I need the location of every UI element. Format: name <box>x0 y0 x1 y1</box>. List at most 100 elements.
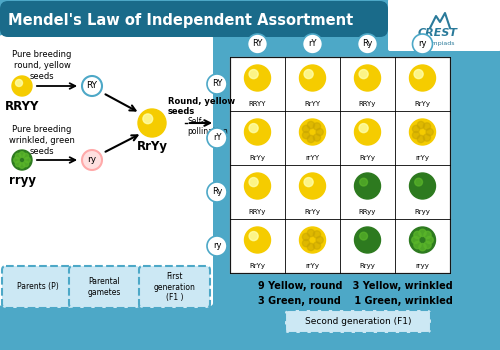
Circle shape <box>308 135 314 142</box>
Text: Parents (P): Parents (P) <box>16 282 58 292</box>
Circle shape <box>354 173 380 199</box>
Text: RrYy: RrYy <box>250 155 266 161</box>
Circle shape <box>244 227 270 253</box>
Circle shape <box>354 119 380 145</box>
Circle shape <box>412 236 419 244</box>
Circle shape <box>19 152 25 157</box>
Circle shape <box>302 125 310 133</box>
Circle shape <box>414 178 422 186</box>
Text: 9 Yellow, round   3 Yellow, wrinkled: 9 Yellow, round 3 Yellow, wrinkled <box>258 281 452 291</box>
Text: rryy: rryy <box>8 174 36 187</box>
Text: Pure breeding
wrinkled, green
seeds: Pure breeding wrinkled, green seeds <box>9 125 75 156</box>
Text: Rryy: Rryy <box>360 263 376 269</box>
Circle shape <box>424 231 431 239</box>
Circle shape <box>304 177 313 187</box>
FancyBboxPatch shape <box>69 266 140 308</box>
FancyBboxPatch shape <box>285 310 431 333</box>
Text: RRYy: RRYy <box>359 101 376 107</box>
Text: rrYY: rrYY <box>306 155 320 161</box>
Circle shape <box>16 79 22 86</box>
Circle shape <box>248 34 268 54</box>
Text: Second generation (F1): Second generation (F1) <box>305 317 411 326</box>
Text: ry: ry <box>213 241 221 251</box>
Circle shape <box>249 70 258 79</box>
Circle shape <box>410 173 436 199</box>
FancyBboxPatch shape <box>388 0 500 51</box>
Circle shape <box>12 76 32 96</box>
Circle shape <box>143 114 152 124</box>
Text: rY: rY <box>213 133 221 142</box>
Circle shape <box>414 241 421 249</box>
Circle shape <box>414 231 421 239</box>
Text: Ry: Ry <box>212 188 222 196</box>
Circle shape <box>426 236 434 244</box>
Text: RRYY: RRYY <box>249 101 266 107</box>
Circle shape <box>244 65 270 91</box>
Circle shape <box>23 161 28 167</box>
Circle shape <box>410 119 436 145</box>
Text: RY: RY <box>86 82 98 91</box>
Circle shape <box>16 161 21 167</box>
Circle shape <box>418 121 424 129</box>
Text: RrYY: RrYY <box>304 101 320 107</box>
Circle shape <box>358 34 378 54</box>
Circle shape <box>410 65 436 91</box>
Text: RY: RY <box>252 40 262 49</box>
Circle shape <box>23 153 28 159</box>
Circle shape <box>249 232 258 241</box>
Circle shape <box>300 119 326 145</box>
Text: RRYy: RRYy <box>249 209 266 215</box>
Circle shape <box>424 241 431 249</box>
Circle shape <box>302 233 310 240</box>
Circle shape <box>410 227 436 253</box>
Circle shape <box>302 239 310 247</box>
Circle shape <box>354 65 380 91</box>
Bar <box>230 57 450 273</box>
Text: RrYy: RrYy <box>304 209 320 215</box>
Circle shape <box>300 173 326 199</box>
Text: ry: ry <box>418 40 427 49</box>
Text: Parental
gametes: Parental gametes <box>88 277 121 297</box>
Circle shape <box>300 65 326 91</box>
Circle shape <box>302 34 322 54</box>
FancyBboxPatch shape <box>2 266 73 308</box>
Text: RRYY: RRYY <box>5 100 39 113</box>
Text: rY: rY <box>308 40 317 49</box>
Text: RY: RY <box>212 79 222 89</box>
Circle shape <box>308 121 314 129</box>
Circle shape <box>359 124 368 133</box>
Text: Mendel's Law of Independent Assortment: Mendel's Law of Independent Assortment <box>8 13 353 28</box>
Circle shape <box>300 227 326 253</box>
Circle shape <box>207 128 227 148</box>
Circle shape <box>418 135 424 142</box>
Circle shape <box>314 134 320 141</box>
Text: Round, yellow
seeds: Round, yellow seeds <box>168 97 235 117</box>
Text: Rryy: Rryy <box>414 209 430 215</box>
Circle shape <box>14 157 20 163</box>
Text: RrYy: RrYy <box>414 101 430 107</box>
Text: RrYy: RrYy <box>360 155 376 161</box>
Circle shape <box>138 109 166 137</box>
Circle shape <box>414 70 423 79</box>
Text: RrYy: RrYy <box>250 263 266 269</box>
Circle shape <box>426 128 434 136</box>
FancyBboxPatch shape <box>0 35 213 306</box>
Circle shape <box>314 231 320 238</box>
Circle shape <box>314 242 320 249</box>
Circle shape <box>207 182 227 202</box>
Text: rrYy: rrYy <box>416 155 430 161</box>
Text: CREST: CREST <box>418 28 458 38</box>
Circle shape <box>12 150 32 170</box>
Circle shape <box>249 177 258 187</box>
Circle shape <box>412 132 420 139</box>
Circle shape <box>419 229 426 237</box>
Text: Ry: Ry <box>362 40 372 49</box>
Text: ry: ry <box>88 155 96 164</box>
Circle shape <box>19 163 25 168</box>
Circle shape <box>302 132 310 139</box>
Text: RrYy: RrYy <box>136 140 168 153</box>
Circle shape <box>360 178 368 186</box>
Circle shape <box>82 150 102 170</box>
FancyBboxPatch shape <box>0 1 388 37</box>
Circle shape <box>360 232 368 240</box>
